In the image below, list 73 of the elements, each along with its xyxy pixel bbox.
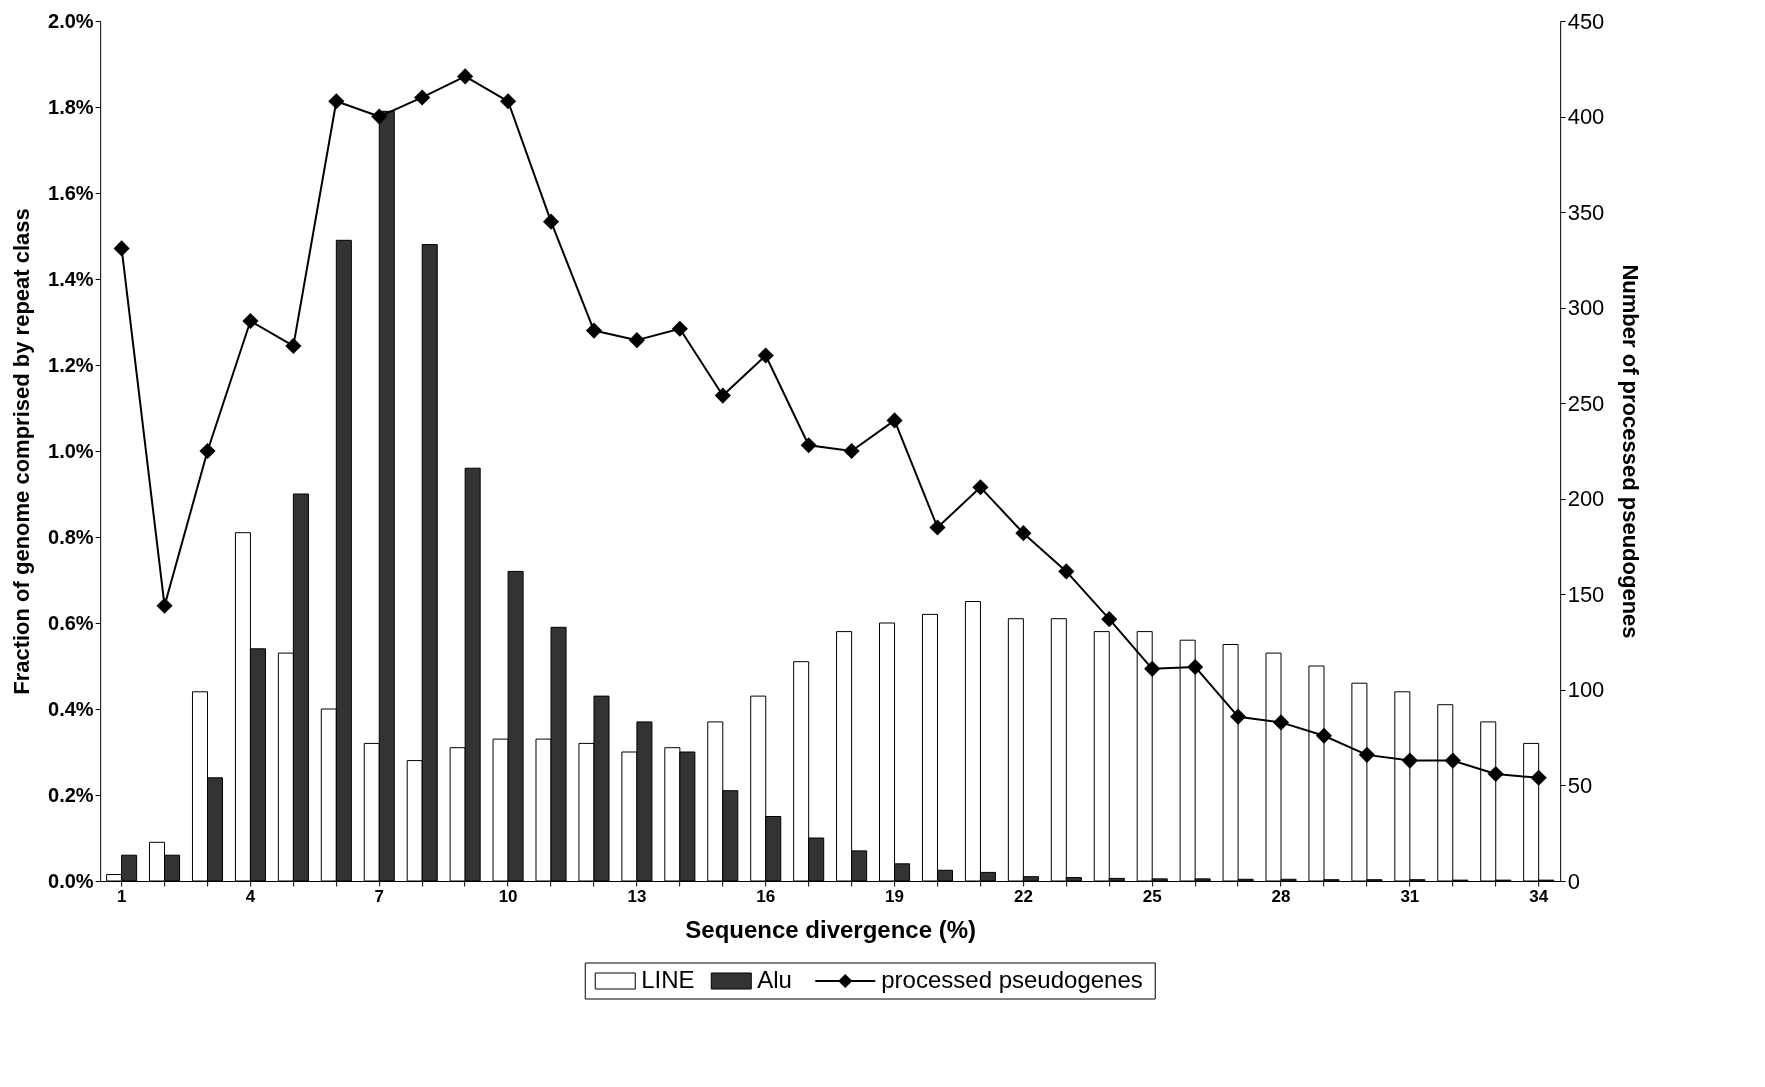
point (757, 347, 774, 364)
x-tick-label: 7 (374, 886, 384, 906)
x-axis-title: Sequence divergence (%) (685, 915, 977, 943)
y-tick-label: 0.4% (48, 697, 94, 720)
legend-label: LINE (641, 966, 695, 993)
x-tick-label: 22 (1013, 886, 1033, 906)
point (1144, 660, 1161, 677)
point (886, 412, 903, 429)
point (156, 597, 173, 614)
y-tick-label: 1.4% (48, 267, 94, 290)
point (671, 320, 688, 337)
x-tick-label: 1 (116, 886, 127, 906)
point (113, 240, 130, 257)
x-tick-label: 19 (885, 886, 905, 906)
point (1230, 708, 1247, 725)
y2-tick-label: 200 (1567, 486, 1605, 512)
y-tick-label: 1.8% (48, 95, 94, 118)
point (542, 213, 560, 230)
y2-tick-label: 100 (1567, 677, 1605, 703)
y-tick-label: 2.0% (48, 9, 94, 32)
y-tick-label: 0.0% (48, 869, 94, 892)
point (1101, 611, 1118, 628)
point (1015, 525, 1032, 542)
x-tick-label: 10 (498, 886, 518, 906)
point (1444, 752, 1461, 769)
point (199, 442, 216, 460)
point (1187, 658, 1204, 676)
point (414, 89, 431, 106)
point (1401, 752, 1418, 769)
point (843, 442, 860, 460)
x-tick-label: 4 (245, 886, 256, 906)
y-tick-label: 1.2% (48, 353, 94, 376)
y2-tick-label: 150 (1567, 581, 1605, 607)
x-tick-label: 13 (627, 886, 647, 906)
point (1315, 727, 1333, 744)
x-tick-label: 34 (1529, 886, 1549, 906)
point (929, 519, 946, 536)
point (371, 108, 388, 125)
y-tick-label: 0.8% (48, 525, 94, 548)
point (500, 93, 517, 110)
y2-tick-label: 250 (1567, 390, 1605, 416)
x-tick-label: 28 (1271, 886, 1291, 906)
x-tick-label: 25 (1142, 886, 1162, 906)
y2-tick-label: 450 (1567, 8, 1605, 34)
point (972, 479, 989, 496)
y-tick-label: 1.0% (48, 439, 94, 462)
y-tick-label: 1.6% (48, 181, 94, 204)
y2-tick-label: 0 (1567, 868, 1580, 894)
point (800, 437, 817, 454)
point (328, 93, 345, 110)
y2-tick-label: 350 (1567, 199, 1605, 225)
y2-tick-label: 50 (1567, 772, 1593, 798)
x-tick-label: 31 (1400, 886, 1420, 906)
point (628, 332, 645, 349)
y2-tick-label: 300 (1567, 295, 1605, 321)
point (585, 322, 603, 339)
point (1272, 714, 1290, 731)
y2-tick-label: 400 (1567, 104, 1605, 130)
point (714, 387, 731, 404)
point (285, 337, 302, 354)
y2-axis-title: Number of processed pseudogenes (1618, 264, 1644, 639)
y-axis-title: Fraction of genome comprised by repeat class (9, 208, 35, 695)
point (1358, 746, 1375, 763)
point (1530, 769, 1547, 786)
point (1487, 765, 1504, 783)
point (1058, 563, 1075, 580)
point (457, 68, 474, 85)
legend-label: processed pseudogenes (881, 966, 1143, 993)
y-tick-label: 0.6% (48, 611, 94, 634)
y-tick-label: 0.2% (48, 783, 94, 806)
legend-label: Alu (757, 966, 792, 993)
x-tick-label: 16 (756, 886, 776, 906)
point (242, 312, 259, 330)
